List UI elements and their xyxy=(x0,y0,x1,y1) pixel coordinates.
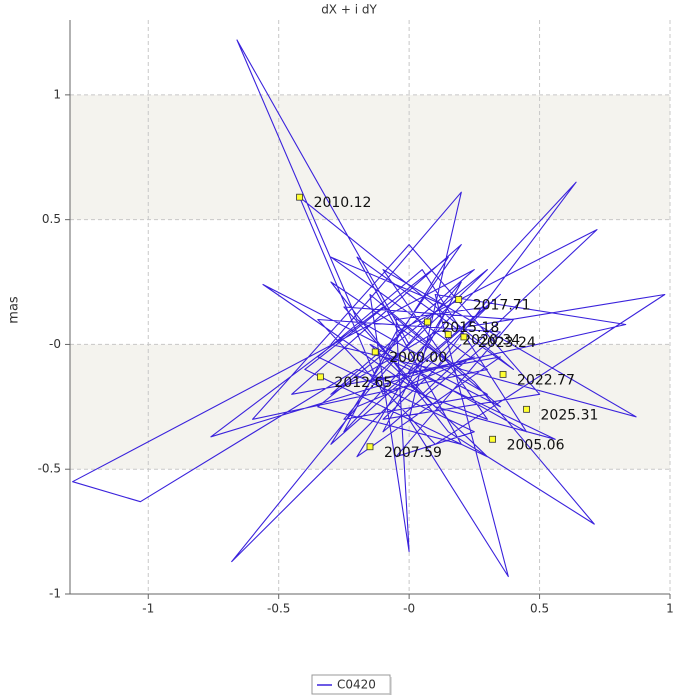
epoch-marker xyxy=(523,405,530,413)
band xyxy=(70,94,670,220)
x-tick-label: -1 xyxy=(142,602,154,616)
epoch-label: 2012.65 xyxy=(334,375,392,391)
legend-label: C0420 xyxy=(337,678,376,692)
epoch-marker xyxy=(296,193,303,201)
epoch-marker xyxy=(489,435,497,443)
epoch-marker xyxy=(366,443,374,451)
epoch-label: 2020.34 xyxy=(462,332,520,348)
y-tick-label: -1 xyxy=(49,587,61,601)
y-tick-label: 1 xyxy=(53,87,61,101)
x-tick-label: -0.5 xyxy=(267,602,290,616)
epoch-marker xyxy=(499,370,507,378)
epoch-label: 2022.77 xyxy=(517,372,575,388)
epoch-label: 2007.59 xyxy=(384,445,442,461)
epoch-marker xyxy=(444,331,452,338)
y-axis-label: mas xyxy=(7,296,22,324)
x-tick-label: 0.5 xyxy=(530,602,549,616)
epoch-marker xyxy=(317,373,324,381)
epoch-label: 2023.24 xyxy=(478,335,536,351)
x-tick-label: 1 xyxy=(666,602,674,616)
y-tick-label: -0 xyxy=(49,337,61,351)
epoch-marker xyxy=(460,333,468,341)
epoch-label: 2015.18 xyxy=(441,320,499,336)
epoch-label: 2010.12 xyxy=(314,195,372,211)
epoch-label: 2005.06 xyxy=(507,437,565,453)
epoch-marker xyxy=(371,348,379,356)
x-tick-label: -0 xyxy=(403,602,415,616)
chart-title: dX + i dY xyxy=(321,3,377,17)
epoch-label: 2000.00 xyxy=(389,350,447,366)
y-tick-label: -0.5 xyxy=(38,462,61,476)
epoch-marker xyxy=(455,296,463,303)
epoch-marker xyxy=(423,318,431,326)
epoch-label: 2017.71 xyxy=(473,298,531,314)
series-line xyxy=(72,39,666,578)
y-tick-label: 0.5 xyxy=(42,212,61,226)
epoch-label: 2025.31 xyxy=(541,407,599,423)
